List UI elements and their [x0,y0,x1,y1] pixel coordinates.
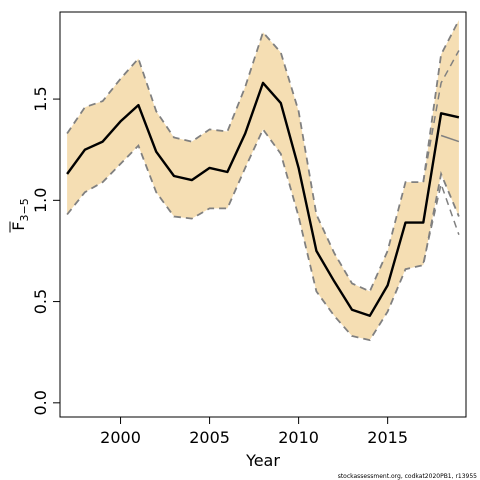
retro-estimate-line [440,134,460,143]
retro-upper-line [422,50,460,183]
y-axis-title-main: F [9,222,28,231]
confidence-band [67,20,459,341]
x-tick-label: 2010 [278,428,319,447]
y-tick-label: 0.5 [31,289,50,314]
x-tick-label: 2015 [367,428,408,447]
y-tick-label: 1.5 [31,86,50,111]
svg-text:F3−5: F3−5 [9,198,31,230]
x-tick-label: 2005 [189,428,230,447]
plot-area [66,19,460,342]
credit-text: stockassessment.org, codkat2020PB1, r139… [338,473,477,480]
y-tick-label: 0.0 [31,390,50,415]
y-axis-title-sub: 3−5 [18,198,31,221]
band-upper-line [66,19,460,293]
estimate-line [66,81,460,317]
axes: 2000 2005 2010 2015 0.0 0.5 1.0 1.5 [31,86,408,447]
y-axis-title: F3−5 [9,198,31,233]
retro-lower-line [422,181,460,264]
x-tick-label: 2000 [100,428,141,447]
x-axis-title: Year [245,451,280,470]
y-tick-label: 1.0 [31,188,50,213]
